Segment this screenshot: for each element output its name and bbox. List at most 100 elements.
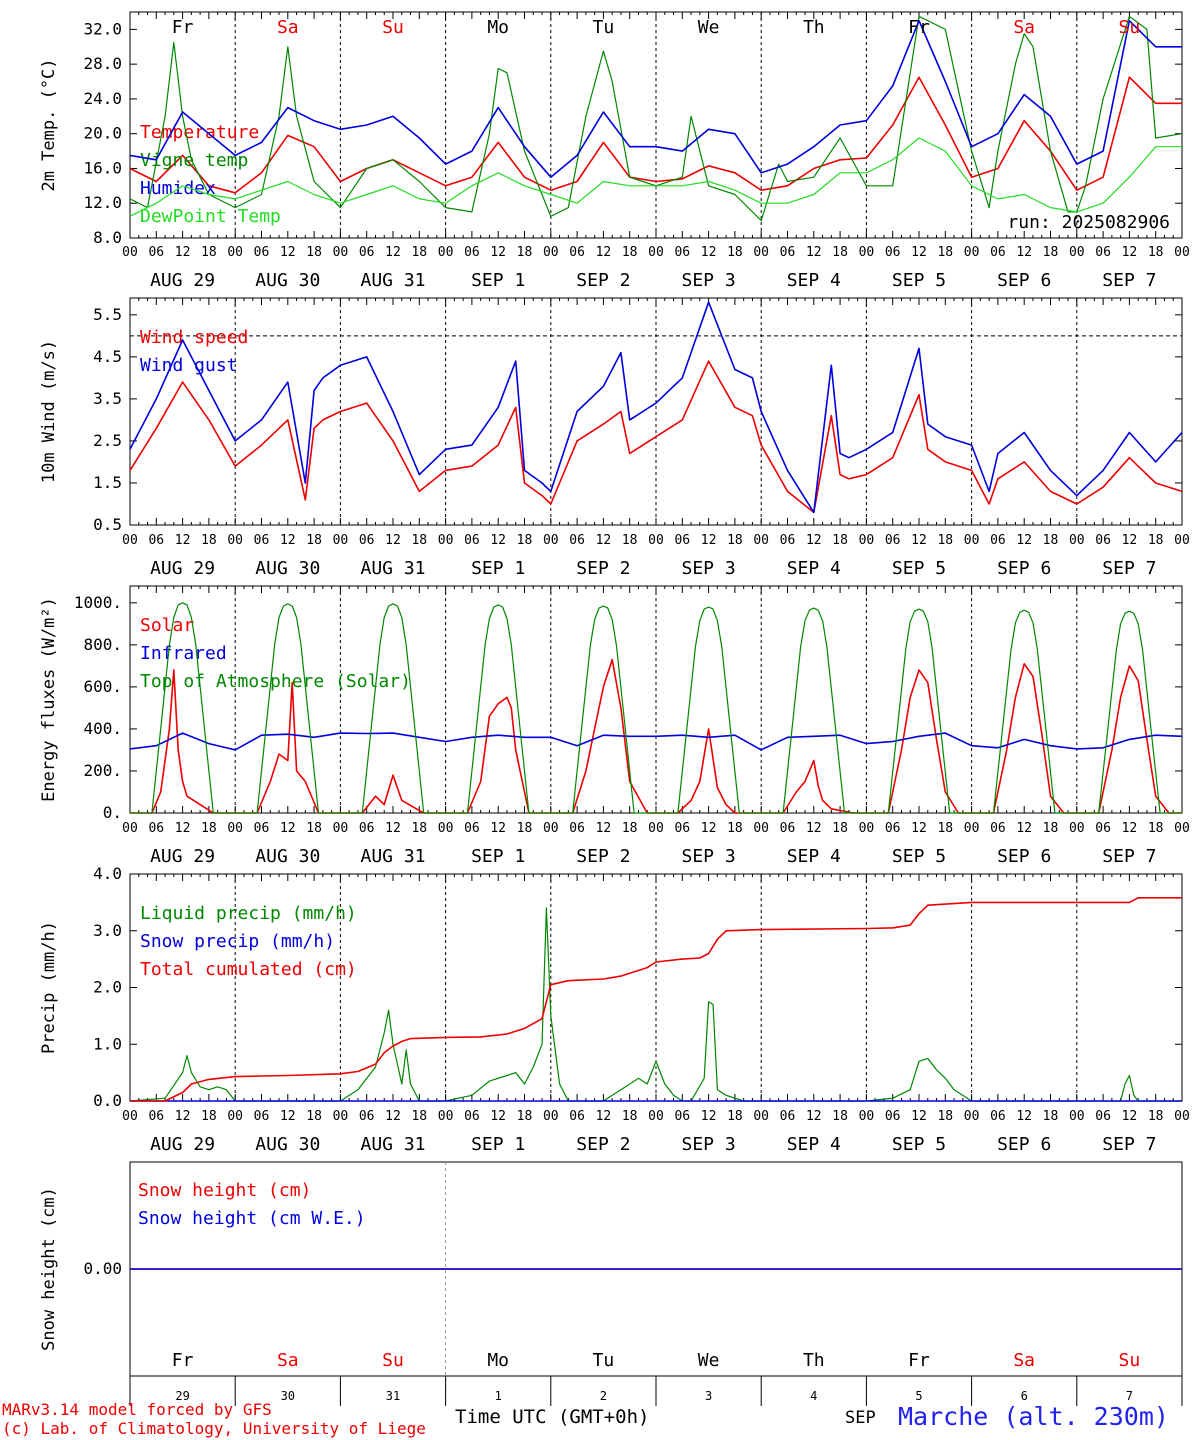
y-tick-label: 28.0 bbox=[83, 54, 122, 73]
day-name: Su bbox=[382, 1350, 404, 1371]
series-line-wind-speed bbox=[129, 360, 1183, 514]
day-name: Th bbox=[803, 1350, 825, 1371]
y-axis-label: Precip (mm/h) bbox=[39, 921, 59, 1054]
day-name: Mo bbox=[487, 1350, 509, 1371]
date-label: SEP 5 bbox=[892, 1134, 946, 1155]
date-label: SEP 3 bbox=[682, 558, 736, 579]
hour-tick-label: 18 bbox=[622, 1109, 638, 1124]
hour-tick-label: 00 bbox=[1069, 1109, 1085, 1124]
y-tick-label: 3.0 bbox=[93, 921, 122, 940]
hour-tick-label: 18 bbox=[411, 1109, 427, 1124]
hour-tick-label: 18 bbox=[411, 245, 427, 260]
date-label: SEP 5 bbox=[892, 846, 946, 867]
legend-entry: Total cumulated (cm) bbox=[140, 959, 357, 980]
hour-tick-label: 12 bbox=[175, 245, 191, 260]
hour-tick-label: 06 bbox=[464, 1109, 480, 1124]
hour-tick-label: 12 bbox=[596, 245, 612, 260]
hour-tick-label: 00 bbox=[333, 533, 349, 548]
hour-tick-label: 06 bbox=[674, 821, 690, 836]
date-label: SEP 5 bbox=[892, 270, 946, 291]
hour-tick-label: 12 bbox=[1122, 821, 1138, 836]
y-axis-label: Energy fluxes (W/m²) bbox=[39, 597, 59, 802]
panel-4: 00 06 12 18 00 06 12 18 00 06 12 18 00 06 12 18 00 06 12 18… bbox=[39, 864, 1190, 1155]
hour-tick-label: 18 bbox=[727, 1109, 743, 1124]
hour-tick-label: 00 bbox=[1069, 245, 1085, 260]
hour-tick-label: 12 bbox=[280, 533, 296, 548]
hour-tick-label: 18 bbox=[201, 821, 217, 836]
day-name: Tu bbox=[593, 1350, 615, 1371]
date-label: SEP 7 bbox=[1102, 558, 1156, 579]
hour-tick-label: 18 bbox=[411, 821, 427, 836]
hour-tick-label: 06 bbox=[148, 533, 164, 548]
hour-tick-label: 18 bbox=[727, 821, 743, 836]
hour-tick-label: 00 bbox=[859, 821, 875, 836]
legend-entry: Top of Atmosphere (Solar) bbox=[140, 671, 411, 692]
series-line-infrared bbox=[129, 732, 1183, 751]
month-label: SEP bbox=[845, 1408, 876, 1428]
date-label: AUG 30 bbox=[255, 558, 320, 579]
y-tick-label: 1000. bbox=[74, 593, 122, 612]
hour-tick-label: 00 bbox=[122, 821, 138, 836]
hour-tick-label: 00 bbox=[227, 245, 243, 260]
x-axis-title: Time UTC (GMT+0h) bbox=[455, 1406, 650, 1428]
hour-tick-label: 00 bbox=[333, 245, 349, 260]
legend-entry: Vigne temp bbox=[140, 150, 248, 171]
y-tick-label: 200. bbox=[83, 761, 122, 780]
legend-entry: Solar bbox=[140, 615, 194, 636]
hour-tick-label: 00 bbox=[227, 1109, 243, 1124]
day-name: Tu bbox=[593, 17, 615, 38]
hour-tick-label: 06 bbox=[359, 533, 375, 548]
hour-tick-label: 18 bbox=[517, 533, 533, 548]
hour-tick-label: 06 bbox=[990, 533, 1006, 548]
panel-5: 0.00 Snow height (cm) Snow height (cm) Snow… bbox=[39, 1161, 1183, 1406]
hour-tick-label: 12 bbox=[1016, 245, 1032, 260]
hour-tick-label: 00 bbox=[964, 1109, 980, 1124]
date-label: SEP 7 bbox=[1102, 270, 1156, 291]
hour-tick-label: 00 bbox=[964, 245, 980, 260]
hour-tick-label: 00 bbox=[1174, 533, 1190, 548]
hour-tick-label: 12 bbox=[490, 533, 506, 548]
hour-tick-label: 12 bbox=[806, 245, 822, 260]
date-label: SEP 1 bbox=[471, 558, 525, 579]
hour-tick-label: 06 bbox=[674, 533, 690, 548]
hour-tick-label: 00 bbox=[1069, 533, 1085, 548]
date-label: SEP 7 bbox=[1102, 846, 1156, 867]
hour-tick-label: 00 bbox=[753, 245, 769, 260]
day-number: 2 bbox=[600, 1389, 607, 1403]
y-tick-label: 8.0 bbox=[93, 228, 122, 247]
hour-tick-label: 06 bbox=[885, 533, 901, 548]
hour-tick-label: 18 bbox=[622, 533, 638, 548]
hour-tick-label: 18 bbox=[306, 821, 322, 836]
hour-tick-label: 18 bbox=[727, 245, 743, 260]
panel-3: 00 06 12 18 00 06 12 18 00 06 12 18 00 06 12 18 00 06 12 18… bbox=[39, 585, 1190, 867]
hour-tick-label: 12 bbox=[701, 1109, 717, 1124]
date-label: AUG 30 bbox=[255, 270, 320, 291]
series-line-top-of-atmosphere-solar- bbox=[130, 602, 1182, 814]
date-label: AUG 29 bbox=[150, 270, 215, 291]
legend-entry: Snow height (cm) bbox=[138, 1180, 311, 1201]
hour-tick-label: 06 bbox=[148, 1109, 164, 1124]
hour-tick-label: 12 bbox=[280, 245, 296, 260]
hour-tick-label: 12 bbox=[1122, 1109, 1138, 1124]
hour-tick-label: 00 bbox=[122, 1109, 138, 1124]
day-number: 31 bbox=[386, 1389, 400, 1403]
date-label: SEP 7 bbox=[1102, 1134, 1156, 1155]
day-name: Fr bbox=[908, 1350, 930, 1371]
hour-tick-label: 06 bbox=[1095, 533, 1111, 548]
date-label: AUG 29 bbox=[150, 558, 215, 579]
day-name: Su bbox=[1119, 1350, 1141, 1371]
day-name: Sa bbox=[277, 1350, 299, 1371]
hour-tick-label: 06 bbox=[254, 821, 270, 836]
panel-1: 00 06 12 18 00 06 12 18 00 06 12 18 00 06 12 18 00 06 12 18… bbox=[39, 11, 1190, 291]
hour-tick-label: 12 bbox=[1122, 245, 1138, 260]
hour-tick-label: 12 bbox=[175, 533, 191, 548]
hour-tick-label: 00 bbox=[648, 1109, 664, 1124]
hour-tick-label: 06 bbox=[990, 245, 1006, 260]
hour-tick-label: 18 bbox=[937, 821, 953, 836]
date-label: AUG 30 bbox=[255, 1134, 320, 1155]
date-label: SEP 2 bbox=[576, 1134, 630, 1155]
hour-tick-label: 00 bbox=[648, 245, 664, 260]
hour-tick-label: 00 bbox=[333, 821, 349, 836]
date-label: AUG 29 bbox=[150, 846, 215, 867]
